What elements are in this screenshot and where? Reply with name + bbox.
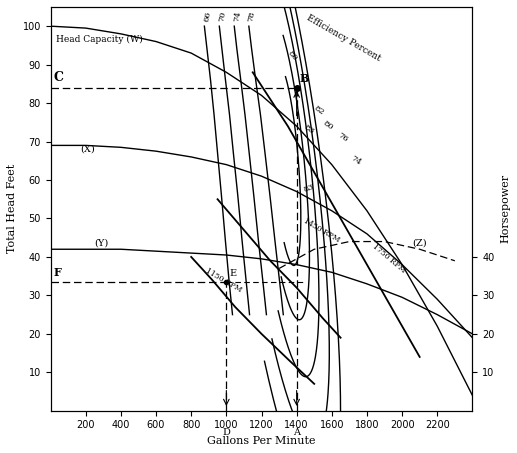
- Text: 83: 83: [303, 123, 316, 136]
- Text: 78: 78: [247, 10, 257, 22]
- Text: 70: 70: [217, 10, 227, 22]
- X-axis label: Gallons Per Minute: Gallons Per Minute: [207, 436, 316, 446]
- Text: 74: 74: [349, 154, 363, 167]
- Text: 74: 74: [232, 10, 242, 22]
- Text: 82: 82: [312, 104, 326, 116]
- Text: F: F: [54, 267, 62, 278]
- Text: 80: 80: [286, 49, 299, 63]
- Text: B: B: [299, 73, 309, 84]
- Text: 83: 83: [303, 183, 316, 193]
- Text: Efficiency Percent: Efficiency Percent: [306, 13, 383, 63]
- Text: C: C: [54, 71, 64, 84]
- Text: (X): (X): [81, 144, 95, 153]
- Text: Head Capacity (W): Head Capacity (W): [56, 35, 143, 44]
- Text: 66: 66: [202, 10, 212, 22]
- Text: (Y): (Y): [95, 238, 109, 247]
- Y-axis label: Total Head Feet: Total Head Feet: [7, 164, 17, 254]
- Text: 76: 76: [336, 131, 349, 144]
- Text: 80: 80: [321, 120, 334, 132]
- Text: 1750 RPM: 1750 RPM: [371, 242, 407, 275]
- Text: E: E: [229, 269, 236, 278]
- Text: (Z): (Z): [413, 238, 427, 247]
- Text: A: A: [293, 428, 300, 437]
- Text: D: D: [222, 428, 230, 437]
- Text: 1150 RPM: 1150 RPM: [204, 266, 244, 294]
- Text: 1450 RPM: 1450 RPM: [302, 217, 341, 244]
- Y-axis label: Horsepower: Horsepower: [500, 174, 510, 243]
